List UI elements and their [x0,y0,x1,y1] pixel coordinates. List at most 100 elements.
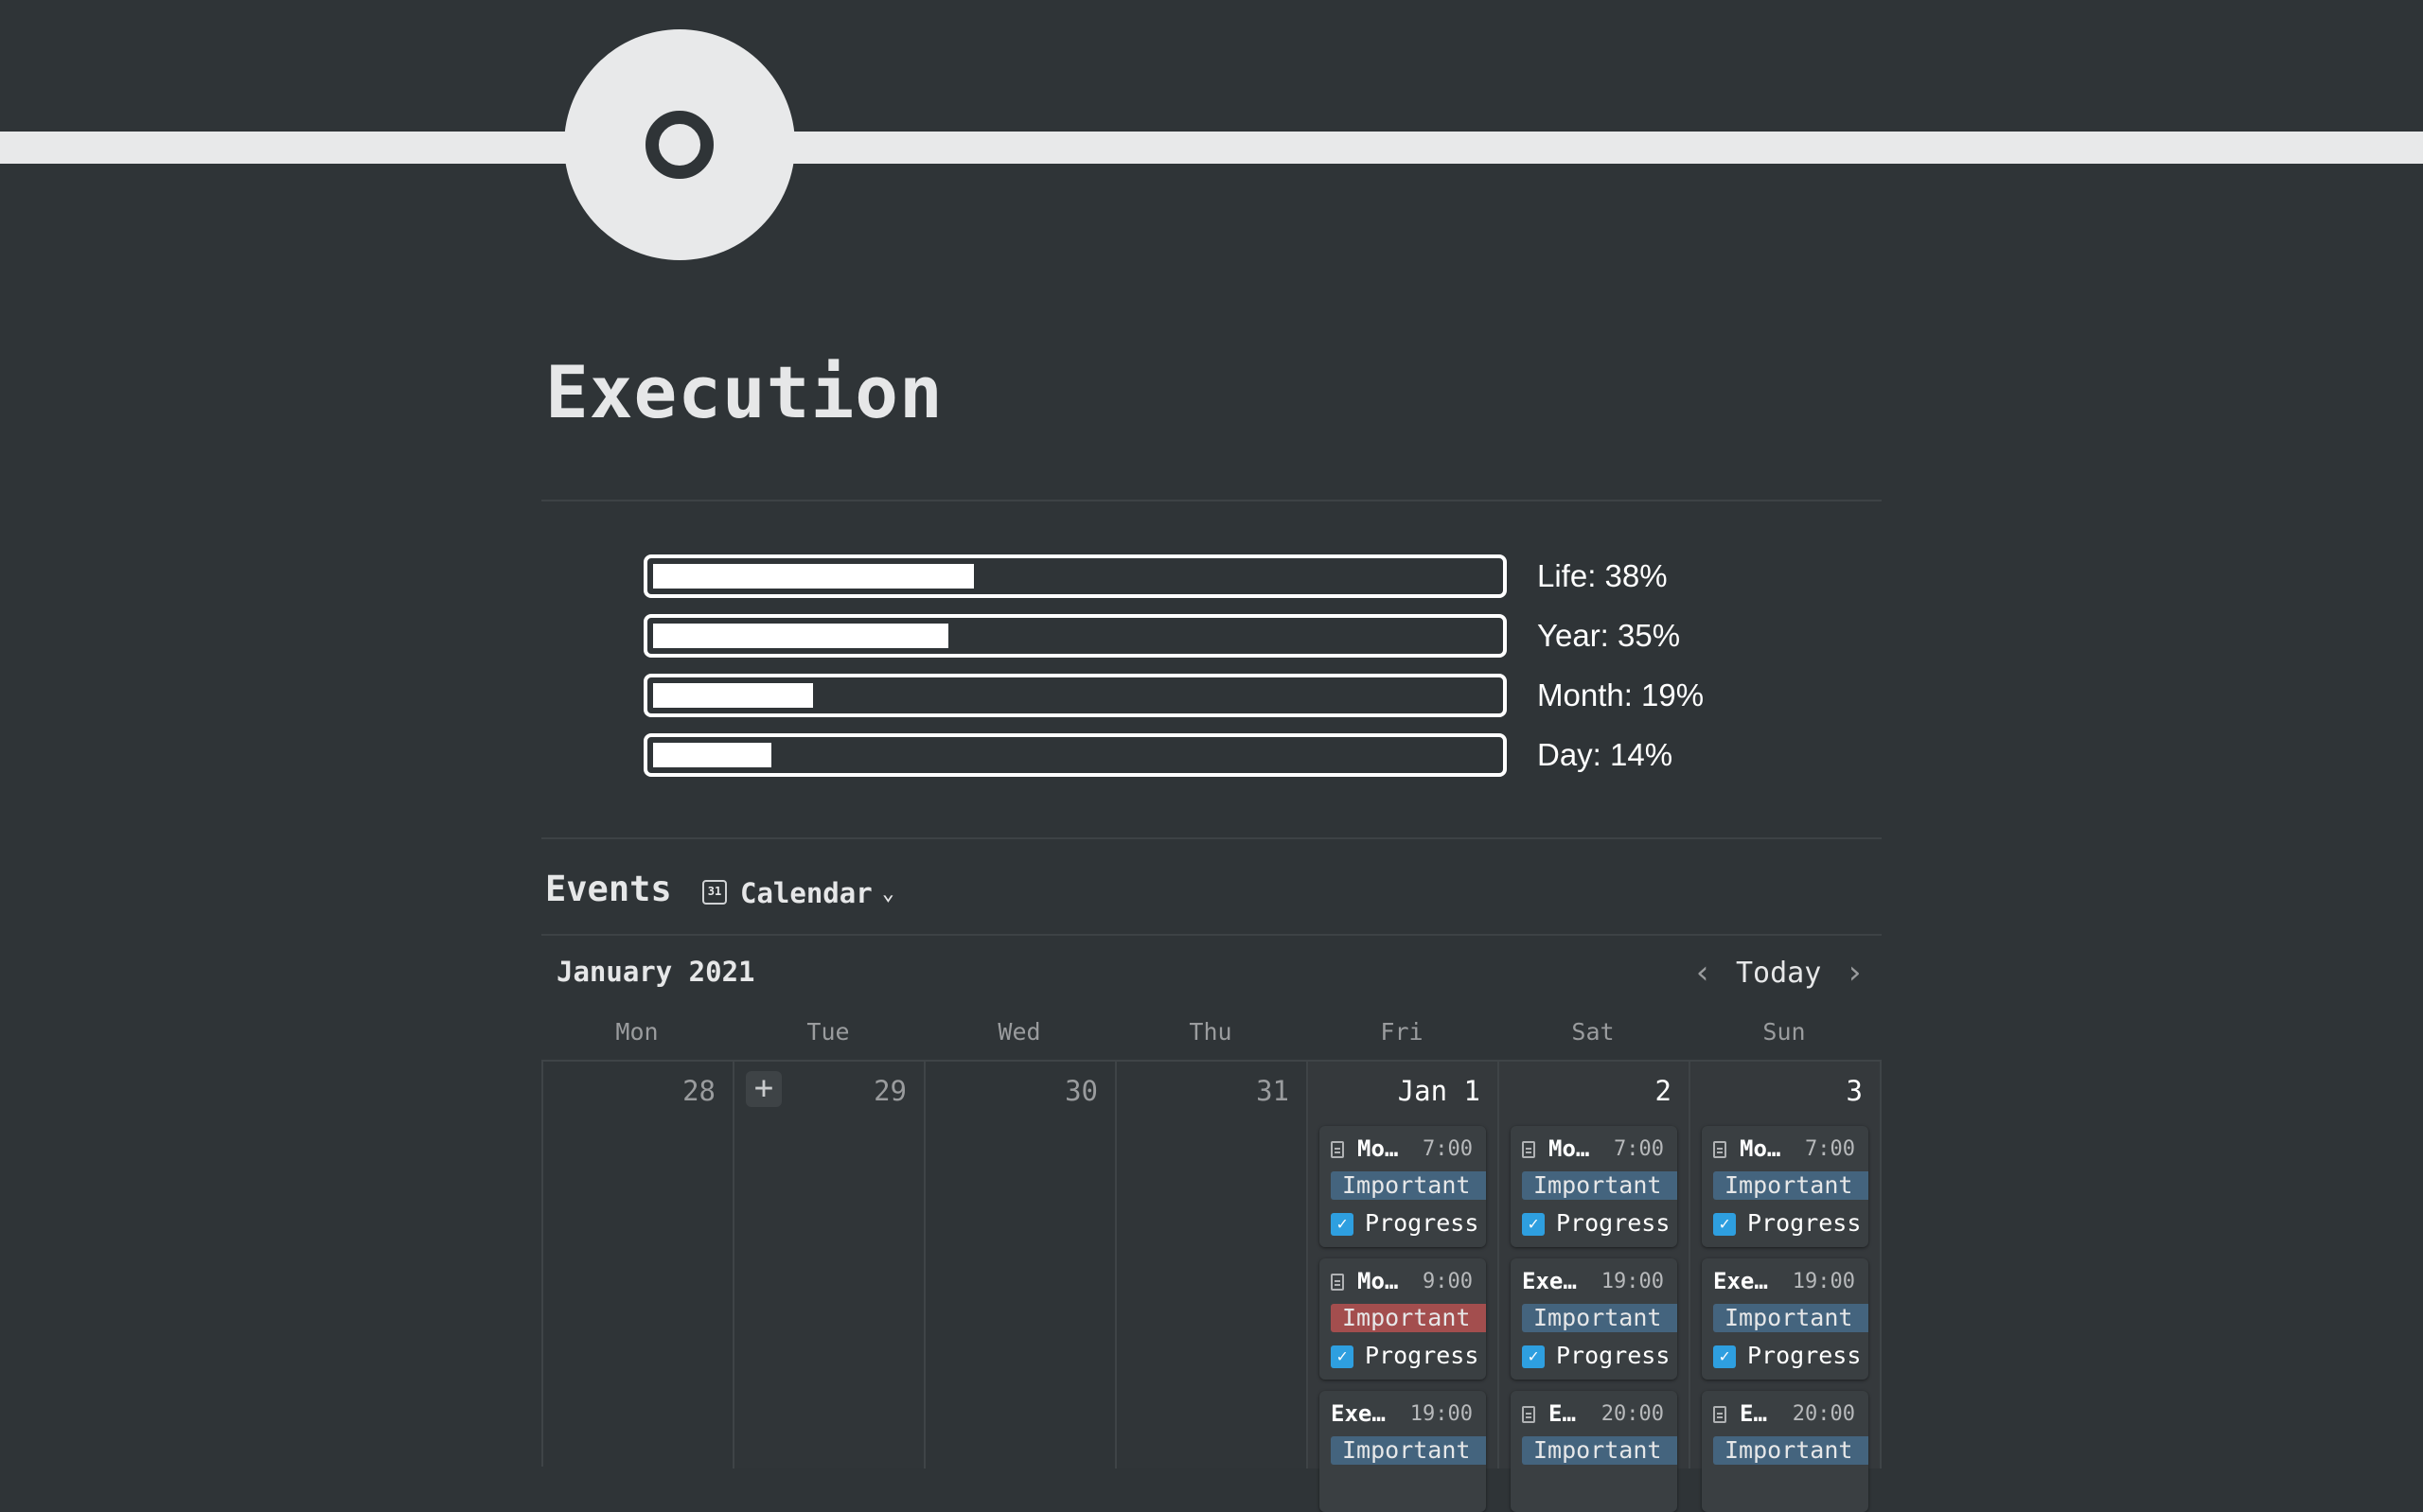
event-name: Mo… [1740,1135,1781,1162]
page-title[interactable]: Execution [545,350,944,434]
event-name: Exe… [1522,1268,1577,1294]
page-icon [1522,1141,1535,1158]
day-number: 28 [682,1075,716,1107]
event-name: E… [1548,1400,1576,1427]
important-tag: Important [1331,1436,1486,1465]
event-card[interactable]: E… 20:00 Important [1511,1391,1677,1512]
event-time: 19:00 [1601,1270,1664,1293]
page-icon[interactable] [564,29,795,260]
event-card-header: Mo… 7:00 [1522,1135,1666,1164]
page-icon [1331,1274,1344,1291]
event-card[interactable]: Mo… 7:00 Important ✓ Progress [1511,1126,1677,1247]
event-card[interactable]: Mo… 7:00 Important ✓ Progress [1319,1126,1486,1247]
progress-bar-frame [644,674,1507,717]
progress-label: Year: 35% [1537,618,1681,653]
event-name: Mo… [1548,1135,1590,1162]
day-number: 2 [1654,1075,1671,1107]
checkbox-label: Progress [1747,1342,1862,1369]
calendar-grid: 28 29 +30 31 Jan 1 Mo… 7:00 Important ✓ Progress M… [541,1060,1882,1512]
target-ring-icon [646,111,714,179]
event-card[interactable]: E… 20:00 Important [1702,1391,1868,1512]
event-card[interactable]: Exe… 19:00 Important ✓ Progress [1702,1258,1868,1380]
progress-bar-frame [644,554,1507,598]
day-number: 30 [1065,1075,1098,1107]
event-card[interactable]: Mo… 9:00 Important ✓ Progress [1319,1258,1486,1380]
day-number: 29 [874,1075,907,1107]
chevron-left-icon[interactable]: ‹ [1692,954,1713,992]
event-time: 20:00 [1792,1402,1855,1426]
calendar-day-cell[interactable]: Jan 1 Mo… 7:00 Important ✓ Progress Mo… 9:00 Imp… [1308,1062,1499,1512]
weekday-label: Mon [615,1018,659,1046]
calendar-day-cell[interactable]: 2 Mo… 7:00 Important ✓ Progress Exe… 19:00 Impor… [1499,1062,1690,1512]
event-time: 19:00 [1409,1402,1473,1426]
checkmark-icon[interactable]: ✓ [1522,1213,1545,1236]
calendar-icon: 31 [702,880,727,905]
calendar-day-cell[interactable]: 30 [926,1062,1117,1468]
calendar-nav: ‹ Today › [1689,952,1868,993]
checkmark-icon[interactable]: ✓ [1713,1345,1736,1368]
event-time: 7:00 [1614,1137,1664,1161]
calendar-day-cell[interactable]: 3 Mo… 7:00 Important ✓ Progress Exe… 19:00 Impor… [1690,1062,1882,1512]
event-time: 7:00 [1805,1137,1855,1161]
calendar-day-cell[interactable]: 28 [543,1062,734,1468]
event-card[interactable]: Exe… 19:00 Important ✓ Progress [1511,1258,1677,1380]
chevron-right-icon[interactable]: › [1845,954,1865,992]
page-icon [1522,1406,1535,1423]
events-title[interactable]: Events [545,869,672,909]
progress-bar-fill [653,743,771,767]
progress-bar-fill [653,564,974,589]
page-icon [1331,1141,1344,1158]
important-tag: Important [1522,1171,1677,1200]
event-name: Exe… [1713,1268,1768,1294]
checkmark-icon[interactable]: ✓ [1713,1213,1736,1236]
progress-label: Day: 14% [1537,737,1673,772]
event-card-header: Exe… 19:00 [1522,1268,1666,1296]
event-card-header: Mo… 9:00 [1331,1268,1475,1296]
event-card[interactable]: Mo… 7:00 Important ✓ Progress [1702,1126,1868,1247]
weekday-label: Sun [1762,1018,1806,1046]
checkmark-icon[interactable]: ✓ [1331,1213,1353,1236]
important-tag: Important [1522,1436,1677,1465]
event-name: Exe… [1331,1400,1386,1427]
important-tag: Important [1713,1304,1868,1332]
progress-bar-frame [644,733,1507,777]
calendar-day-cell[interactable]: 31 [1117,1062,1308,1468]
weekday-label: Wed [998,1018,1041,1046]
event-card[interactable]: Exe… 19:00 Important [1319,1391,1486,1512]
chevron-down-icon: ⌄ [881,881,894,905]
checkbox-label: Progress [1556,1342,1671,1369]
checkbox-label: Progress [1365,1342,1479,1369]
view-label: Calendar [740,877,873,909]
event-card-header: E… 20:00 [1522,1400,1666,1429]
progress-label: Month: 19% [1537,677,1705,712]
day-number: 31 [1256,1075,1289,1107]
plus-icon[interactable]: + [746,1071,782,1107]
important-tag: Important [1713,1436,1868,1465]
today-button[interactable]: Today [1736,956,1822,990]
event-card-header: Mo… 7:00 [1331,1135,1475,1164]
checkmark-icon[interactable]: ✓ [1331,1345,1353,1368]
day-number: 3 [1846,1075,1863,1107]
event-card-header: Exe… 19:00 [1331,1400,1475,1429]
event-card-header: E… 20:00 [1713,1400,1857,1429]
divider [541,500,1882,501]
event-card-header: Exe… 19:00 [1713,1268,1857,1296]
checkbox-label: Progress [1365,1209,1479,1237]
event-name: E… [1740,1400,1767,1427]
important-tag: Important [1331,1304,1486,1332]
calendar-day-cell[interactable]: 29 + [734,1062,926,1468]
page-icon [1713,1406,1726,1423]
calendar-view-dropdown[interactable]: 31 Calendar ⌄ [702,874,894,912]
progress-bar-fill [653,683,813,708]
important-tag: Important [1713,1171,1868,1200]
weekday-label: Sat [1571,1018,1615,1046]
event-time: 20:00 [1601,1402,1664,1426]
weekday-label: Thu [1189,1018,1232,1046]
checkbox-label: Progress [1747,1209,1862,1237]
progress-label: Life: 38% [1537,558,1668,593]
checkbox-label: Progress [1556,1209,1671,1237]
cover-image[interactable] [0,132,2423,164]
day-number: Jan 1 [1397,1075,1480,1107]
checkmark-icon[interactable]: ✓ [1522,1345,1545,1368]
progress-bar-fill [653,624,948,648]
